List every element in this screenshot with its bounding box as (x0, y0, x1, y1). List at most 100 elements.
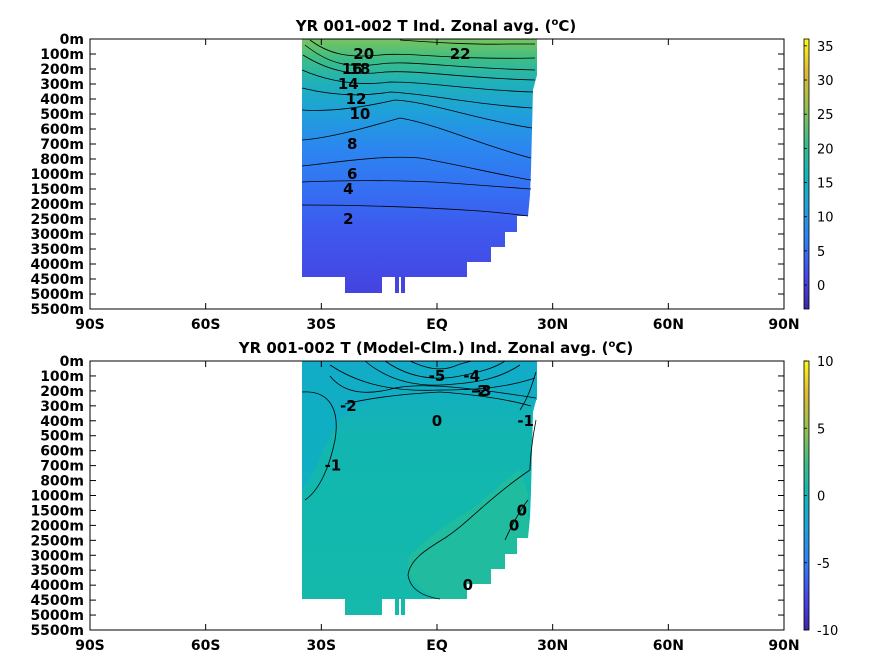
panel-temperature-difference: YR 001-002 T (Model-Clm.) Ind. Zonal avg… (30, 339, 838, 654)
y-tick-label: 200m (40, 384, 84, 400)
y-tick-label: 2000m (30, 518, 84, 534)
y-tick-label: 100m (40, 47, 84, 63)
y-tick-label: 1000m (30, 489, 84, 505)
y-tick-label: 400m (40, 414, 84, 430)
panel1-x-axis: 90S 60S 30S EQ 30N 60N 90N (75, 39, 800, 333)
panel-temperature: YR 001-002 T Ind. Zonal avg. (oC) 222018… (30, 17, 833, 333)
y-tick-label: 4500m (30, 272, 84, 288)
y-tick-label: 200m (40, 62, 84, 78)
y-tick-label: 1500m (30, 182, 84, 198)
contour-label: 16 (342, 60, 363, 78)
contour-0-deep2 (504, 499, 529, 541)
contour-label: -1 (325, 457, 342, 475)
x-tick-label: 60N (653, 638, 684, 654)
x-tick-label: EQ (426, 317, 448, 333)
contour-label: 0 (517, 501, 527, 519)
x-tick-label: 90N (768, 638, 799, 654)
contour-label: 0 (432, 412, 442, 430)
y-tick-label: 4500m (30, 593, 84, 609)
panel2-y-axis: 0m100m200m300m400m500m600m700m800m1000m1… (30, 354, 784, 639)
y-tick-label: 4000m (30, 257, 84, 273)
y-tick-label: 800m (40, 474, 84, 490)
contour-label: -2 (471, 382, 488, 400)
contour-label: 0 (463, 576, 473, 594)
contour-label: -4 (463, 367, 480, 385)
panel2-contour-labels: -5 -4-3-2-20 -1-1000 (325, 367, 534, 594)
contour-minus5 (409, 360, 473, 370)
panel2-ocean-sliver (401, 599, 405, 615)
y-tick-label: 5500m (30, 302, 84, 318)
y-tick-label: 300m (40, 77, 84, 93)
y-tick-label: 3000m (30, 548, 84, 564)
x-tick-label: 90N (768, 317, 799, 333)
panel2-contour-lines (301, 360, 537, 600)
y-tick-label: 2000m (30, 197, 84, 213)
y-tick-label: 700m (40, 137, 84, 153)
y-tick-label: 1500m (30, 503, 84, 519)
contour-0-deep (407, 469, 531, 600)
colorbar-tick-label: 25 (817, 108, 834, 123)
x-tick-label: 30N (537, 317, 568, 333)
contour-0-east (529, 419, 537, 471)
x-tick-label: 60N (653, 317, 684, 333)
y-tick-label: 1000m (30, 167, 84, 183)
y-tick-label: 5000m (30, 287, 84, 303)
contour-0 (344, 391, 532, 407)
y-tick-label: 0m (60, 354, 84, 370)
contour-label: 10 (349, 105, 370, 123)
colorbar-tick-label: 20 (817, 142, 834, 157)
contour-10 (301, 99, 533, 129)
colorbar-tick-label: 0 (817, 490, 825, 505)
panel2-title: YR 001-002 T (Model-Clm.) Ind. Zonal avg… (238, 339, 634, 357)
y-tick-label: 5000m (30, 608, 84, 624)
contour-16 (302, 54, 536, 81)
colorbar-tick-label: 0 (817, 279, 825, 294)
x-tick-label: 60S (191, 638, 221, 654)
y-tick-label: 4000m (30, 578, 84, 594)
x-tick-label: 30S (307, 317, 337, 333)
contour-18 (304, 44, 536, 71)
contour-label: 14 (338, 75, 359, 93)
contour-minus1-east (519, 371, 537, 411)
x-tick-label: 90S (75, 317, 105, 333)
contour-minus3 (364, 360, 521, 386)
panel1-contour-lines (301, 39, 536, 217)
panel1-y-axis: 0m100m200m300m400m500m600m700m800m1000m1… (30, 32, 784, 318)
colorbar-tick-label: 10 (817, 211, 834, 226)
colorbar-tick-label: -5 (817, 557, 830, 572)
y-tick-label: 800m (40, 152, 84, 168)
contour-label: 2 (343, 210, 353, 228)
contour-label: 8 (347, 135, 357, 153)
x-tick-label: 90S (75, 638, 105, 654)
colorbar-tick-label: 5 (817, 422, 825, 437)
y-tick-label: 2500m (30, 212, 84, 228)
y-tick-label: 500m (40, 429, 84, 445)
y-tick-label: 600m (40, 122, 84, 138)
panel2-upper-cool-region (302, 361, 537, 490)
contour-label: -1 (517, 412, 534, 430)
y-tick-label: 700m (40, 459, 84, 475)
y-tick-label: 2500m (30, 533, 84, 549)
y-tick-label: 3500m (30, 242, 84, 258)
x-tick-label: 30S (307, 638, 337, 654)
contour-label: -3 (475, 382, 492, 400)
contour-label: 20 (353, 45, 374, 63)
contour-12 (301, 87, 533, 109)
contour-22 (399, 39, 535, 45)
contour-label: 6 (347, 165, 357, 183)
y-tick-label: 100m (40, 369, 84, 385)
panel2-deep-warm-region (407, 470, 528, 599)
contour-label: -2 (340, 397, 357, 415)
colorbar-tick-label: 15 (817, 177, 834, 192)
colorbar-tick-label: 5 (817, 245, 825, 260)
colorbar-tick-label: -10 (817, 624, 838, 639)
contour-minus2-upper (329, 364, 536, 391)
x-tick-label: 30N (537, 638, 568, 654)
contour-minus4 (384, 360, 506, 379)
colorbar-tick-label: 10 (817, 355, 834, 370)
contour-14 (301, 69, 534, 93)
panel1-ocean-sliver (401, 277, 405, 293)
contour-label: 0 (509, 516, 519, 534)
contour-label: 22 (450, 45, 471, 63)
